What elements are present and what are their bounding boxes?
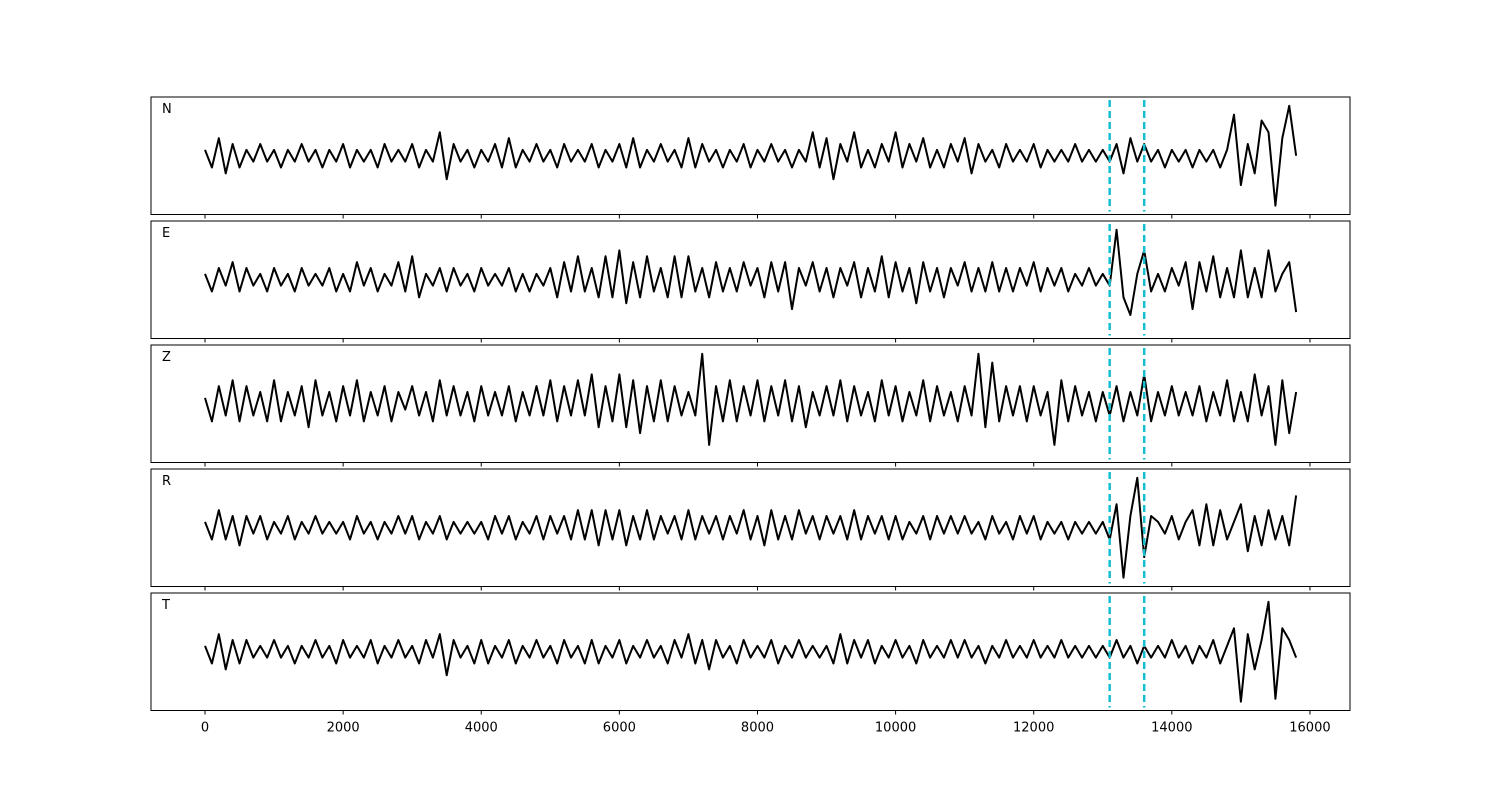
x-tick-label: 4000 [465,721,498,736]
panel-label: R [162,474,171,489]
trace [204,476,1298,579]
panel-label: Z [162,350,171,365]
panel-frame [150,96,1351,215]
x-tick-label: 10000 [875,721,916,736]
panel-frame [150,220,1351,339]
x-tick-label: 8000 [741,721,774,736]
x-tick-label: 6000 [603,721,636,736]
panel-label: N [162,102,172,117]
trace [204,600,1298,703]
trace [204,104,1298,207]
x-tick-label: 14000 [1151,721,1192,736]
panel-label: E [162,226,170,241]
x-tick-label: 2000 [327,721,360,736]
x-tick-label: 16000 [1289,721,1330,736]
panel-frame [150,344,1351,463]
panel-label: T [161,598,170,613]
trace [204,228,1298,316]
panel-frame [150,592,1351,711]
panel-frame [150,468,1351,587]
x-tick-label: 12000 [1013,721,1054,736]
x-tick-label: 0 [201,721,209,736]
trace [204,352,1298,446]
